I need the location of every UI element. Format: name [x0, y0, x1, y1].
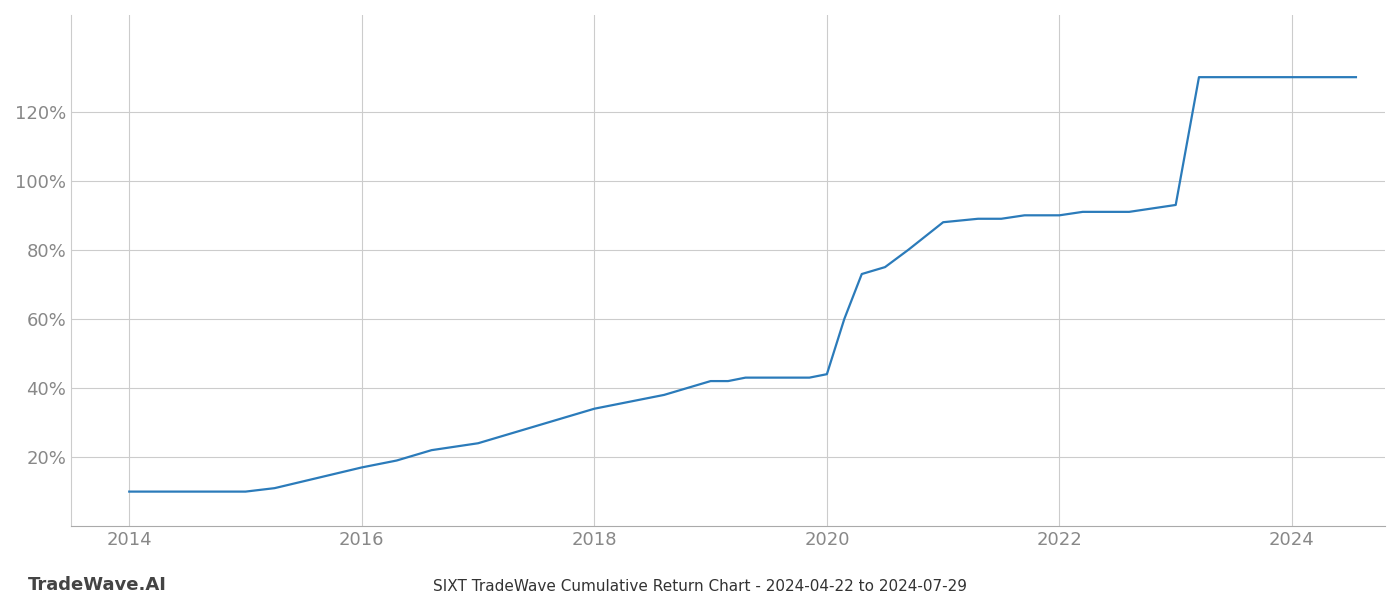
- Text: SIXT TradeWave Cumulative Return Chart - 2024-04-22 to 2024-07-29: SIXT TradeWave Cumulative Return Chart -…: [433, 579, 967, 594]
- Text: TradeWave.AI: TradeWave.AI: [28, 576, 167, 594]
